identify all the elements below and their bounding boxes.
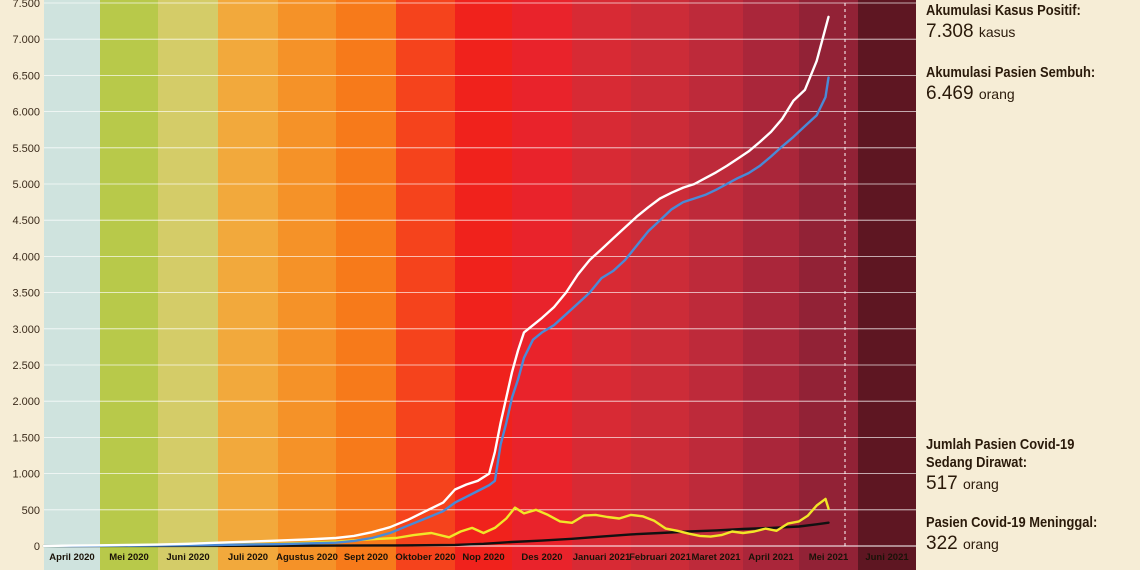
- legend-positif: Akumulasi Kasus Positif: 7.308 kasus: [926, 2, 1136, 44]
- month-label: April 2020: [49, 552, 94, 563]
- month-band: [572, 0, 631, 570]
- y-tick-label: 5.000: [12, 179, 40, 191]
- month-band: [278, 0, 336, 570]
- month-label: Des 2020: [521, 552, 562, 563]
- month-band: [799, 0, 858, 570]
- month-bands: [0, 0, 916, 570]
- meninggal-label: Pasien Covid-19 Meninggal:: [926, 514, 1098, 531]
- month-label: April 2021: [748, 552, 794, 563]
- month-labels: April 2020 Mei 2020 Juni 2020 Juli 2020 Agus…: [49, 552, 909, 563]
- month-band: [689, 0, 743, 570]
- y-tick-label: 1.000: [12, 469, 40, 481]
- y-tick-label: 3.000: [12, 324, 40, 336]
- y-tick-label: 7.500: [12, 0, 40, 10]
- y-tick-label: 6.500: [12, 70, 40, 82]
- legend-dirawat: Jumlah Pasien Covid-19 Sedang Dirawat: 5…: [926, 436, 1136, 496]
- month-band: [631, 0, 689, 570]
- sembuh-value: 6.469: [926, 83, 974, 104]
- month-band: [512, 0, 572, 570]
- month-label: Mei 2021: [809, 552, 849, 563]
- y-tick-label: 5.500: [12, 143, 40, 155]
- series-line-0: [42, 15, 830, 548]
- positif-value: 7.308: [926, 21, 974, 42]
- axis-strip: [0, 0, 44, 570]
- month-label: Mei 2020: [109, 552, 149, 563]
- month-band: [44, 0, 100, 570]
- month-label: Juni 2020: [166, 552, 209, 563]
- series-line-2: [42, 497, 830, 548]
- month-band: [336, 0, 396, 570]
- dirawat-label-1: Jumlah Pasien Covid-19: [926, 436, 1075, 453]
- series-line-1: [42, 76, 830, 548]
- month-label: Sept 2020: [344, 552, 388, 563]
- month-band: [218, 0, 278, 570]
- y-tick-label: 2.000: [12, 396, 40, 408]
- y-tick-label: 2.500: [12, 360, 40, 372]
- month-band: [396, 0, 455, 570]
- positif-unit: kasus: [978, 24, 1016, 40]
- meninggal-value: 322: [926, 533, 958, 554]
- month-label: Oktober 2020: [395, 552, 455, 563]
- dirawat-unit: orang: [962, 476, 999, 492]
- month-label: Juli 2020: [228, 552, 268, 563]
- y-tick-label: 3.500: [12, 288, 40, 300]
- month-label: Februari 2021: [629, 552, 691, 563]
- legend-sembuh: Akumulasi Pasien Sembuh: 6.469 orang: [926, 64, 1136, 106]
- month-label: Agustus 2020: [276, 552, 338, 563]
- month-band: [455, 0, 512, 570]
- sembuh-unit: orang: [978, 86, 1015, 102]
- y-tick-label: 4.000: [12, 251, 40, 263]
- legend-meninggal: Pasien Covid-19 Meninggal: 322 orang: [926, 514, 1136, 556]
- sembuh-label: Akumulasi Pasien Sembuh:: [926, 64, 1096, 81]
- month-band: [100, 0, 158, 570]
- dirawat-value: 517: [926, 473, 958, 494]
- y-tick-label: 6.000: [12, 107, 40, 119]
- month-label: Maret 2021: [691, 552, 741, 563]
- y-tick-label: 7.000: [12, 34, 40, 46]
- y-tick-labels: 0 500 1.000 1.500 2.000 2.500 3.000 3.500 4.000 4…: [12, 0, 40, 553]
- month-label: Januari 2021: [573, 552, 631, 563]
- meninggal-unit: orang: [962, 536, 999, 552]
- series-lines: [42, 15, 830, 548]
- y-tick-label: 500: [22, 505, 40, 517]
- month-label: Juni 2021: [865, 552, 909, 563]
- dirawat-label-2: Sedang Dirawat:: [926, 454, 1028, 471]
- month-label: Nop 2020: [462, 552, 504, 563]
- month-band: [743, 0, 799, 570]
- month-band: [858, 0, 916, 570]
- y-tick-label: 1.500: [12, 432, 40, 444]
- y-tick-label: 0: [34, 541, 40, 553]
- positif-label: Akumulasi Kasus Positif:: [926, 2, 1081, 19]
- y-tick-label: 4.500: [12, 215, 40, 227]
- month-band: [158, 0, 218, 570]
